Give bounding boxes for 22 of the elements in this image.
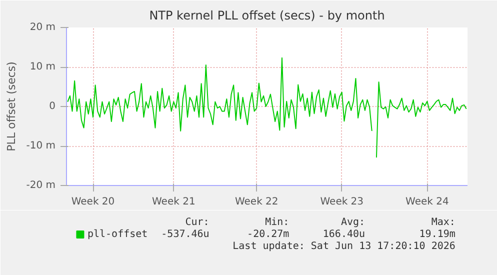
y-tick-label: 0 (49, 101, 56, 112)
chart-title: NTP kernel PLL offset (secs) - by month (149, 8, 385, 22)
text: Max: (431, 217, 456, 228)
y-tick-label: 20 m (30, 22, 56, 33)
x-tick-label: Week 20 (71, 196, 115, 208)
y-axis-title: PLL offset (secs) (5, 62, 18, 152)
text: 19.19m (419, 229, 456, 240)
text: Cur: (185, 217, 210, 228)
y-tick-label: 10 m (30, 62, 56, 72)
x-tick-label: Week 24 (406, 196, 449, 208)
x-tick-label: Week 23 (320, 196, 364, 208)
text: -20.27m (247, 229, 290, 240)
text: Min: (265, 217, 290, 228)
text: Last update: Sat Jun 13 17:20:10 2026 (232, 241, 456, 252)
y-tick-label: -20 m (26, 180, 56, 191)
y-tick-label: -10 m (26, 140, 56, 152)
text: -537.46u (161, 229, 210, 240)
text: Avg: (340, 217, 366, 228)
x-tick-label: Week 21 (152, 196, 196, 208)
x-tick-label: Week 22 (234, 196, 278, 208)
text: 166.40u (322, 229, 366, 240)
legend-label: pll-offset (87, 229, 148, 240)
